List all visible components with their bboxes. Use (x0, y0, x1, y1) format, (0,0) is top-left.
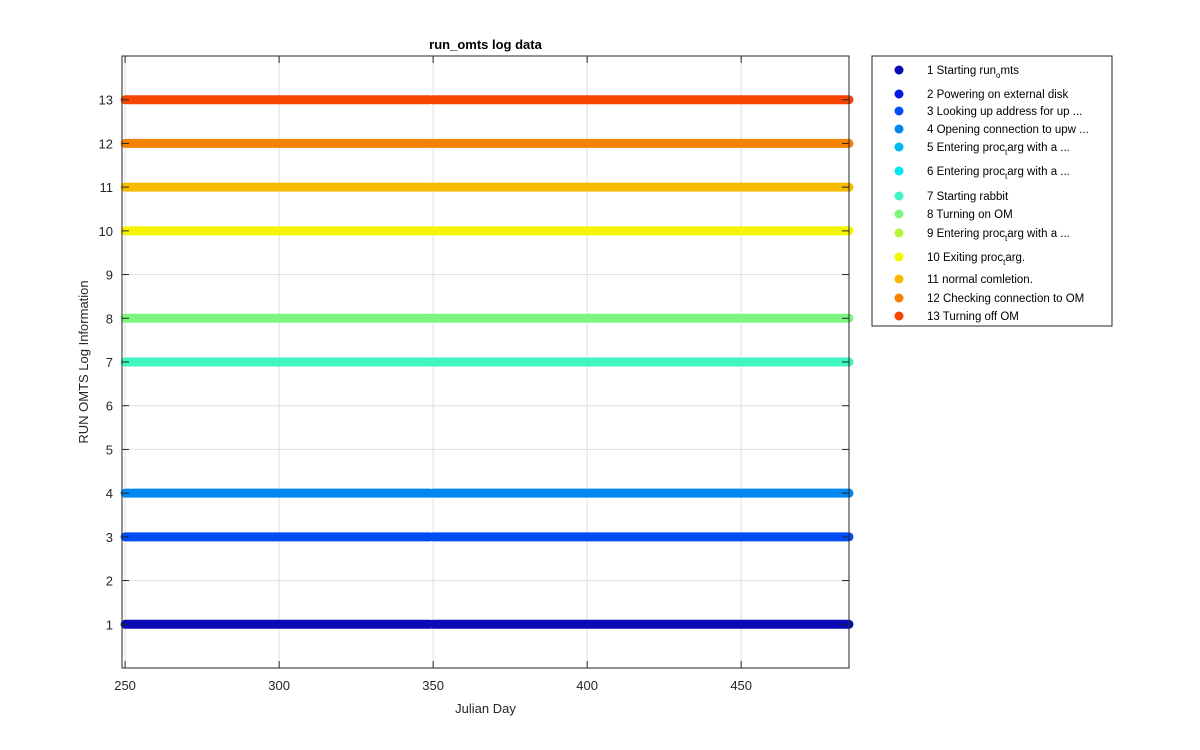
legend-marker-2 (894, 89, 904, 99)
y-tick-label: 7 (106, 355, 113, 370)
legend-marker-1 (894, 65, 904, 75)
legend-label-9: 9 Entering proctarg with a ... (927, 228, 1070, 243)
legend-marker-3 (894, 106, 904, 116)
data-series (120, 95, 854, 629)
y-tick-label: 8 (106, 311, 113, 326)
y-axis-label: RUN OMTS Log Information (76, 280, 91, 443)
legend-marker-8 (894, 209, 904, 219)
legend-label-6: 6 Entering proctarg with a ... (927, 166, 1070, 181)
legend-marker-5 (894, 142, 904, 152)
legend-label-13: 13 Turning off OM (927, 311, 1019, 323)
legend-box (871, 55, 1113, 327)
legend-label-12: 12 Checking connection to OM (927, 293, 1084, 305)
legend-label-5: 5 Entering proctarg with a ... (927, 142, 1070, 157)
y-tick-label: 4 (106, 486, 113, 501)
x-tick-label: 400 (576, 678, 598, 693)
legend-marker-6 (894, 166, 904, 176)
y-tick-label: 1 (106, 617, 113, 632)
chart-title: run_omts log data (429, 37, 542, 52)
legend-label-10: 10 Exiting proctarg. (927, 252, 1025, 267)
legend-marker-10 (894, 252, 904, 262)
legend-label-11: 11 normal comletion. (927, 274, 1033, 286)
legend-label-7: 7 Starting rabbit (927, 191, 1009, 203)
legend-label-1: 1 Starting runomts (927, 65, 1019, 80)
x-axis-label: Julian Day (455, 701, 516, 716)
legend-marker-4 (894, 124, 904, 134)
legend-label-2: 2 Powering on external disk (927, 89, 1069, 101)
x-tick-label: 450 (730, 678, 752, 693)
y-tick-label: 12 (99, 136, 113, 151)
x-tick-label: 250 (114, 678, 136, 693)
y-tick-label: 13 (99, 93, 113, 108)
y-tick-label: 11 (100, 180, 114, 195)
y-tick-label: 10 (99, 224, 113, 239)
y-tick-label: 5 (106, 442, 113, 457)
y-tick-label: 2 (106, 574, 113, 589)
legend-label-3: 3 Looking up address for up ... (927, 106, 1082, 118)
legend-label-8: 8 Turning on OM (927, 209, 1013, 221)
legend-marker-11 (894, 274, 904, 284)
legend-marker-12 (894, 293, 904, 303)
legend-marker-9 (894, 228, 904, 238)
legend: 1 Starting runomts 2 Powering on external… (871, 55, 1113, 327)
legend-label-4: 4 Opening connection to upw ... (927, 124, 1089, 136)
y-tick-label: 6 (106, 399, 113, 414)
legend-marker-7 (894, 191, 904, 201)
y-tick-label: 3 (106, 530, 113, 545)
x-tick-label: 350 (422, 678, 444, 693)
y-tick-label: 9 (106, 268, 113, 283)
x-tick-label: 300 (268, 678, 290, 693)
legend-marker-13 (894, 311, 904, 321)
